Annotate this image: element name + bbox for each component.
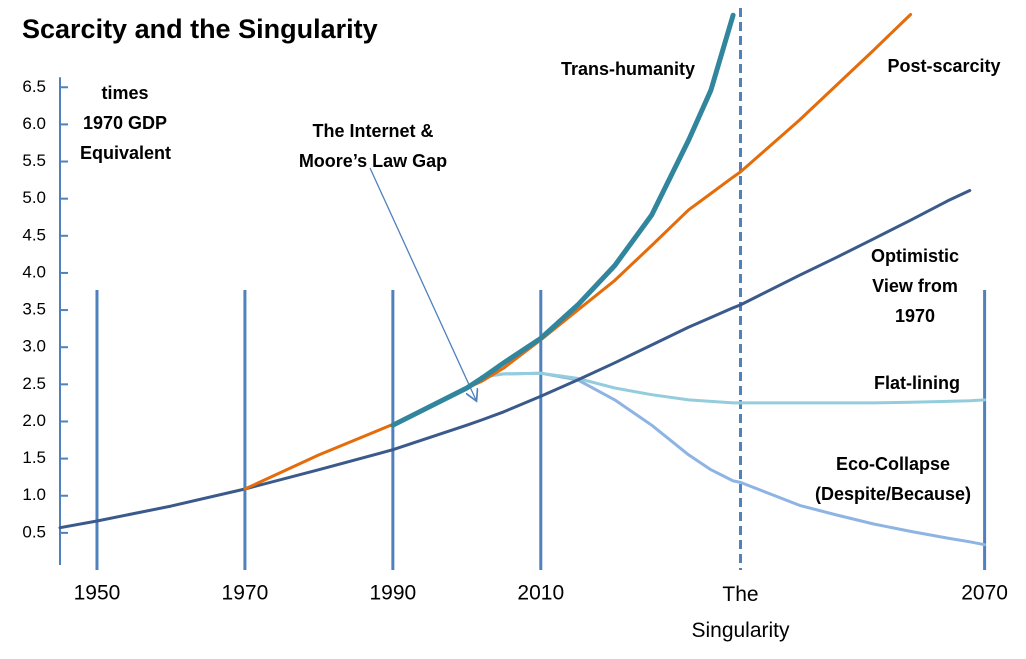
annotation: The Internet & Moore’s Law Gap (298, 121, 448, 171)
x-tick-label: 1970 (222, 582, 269, 605)
y-tick-label: 4.5 (22, 225, 46, 244)
annotation-arrow (369, 167, 476, 400)
series-line (58, 189, 972, 530)
y-tick-label: 3.5 (22, 300, 46, 319)
y-tick-label: 6.0 (22, 114, 46, 133)
chart-title: Scarcity and the Singularity (22, 14, 378, 44)
y-tick-label: 2.5 (22, 374, 46, 393)
y-tick-label: 4.0 (22, 262, 46, 281)
y-tick-label: 5.5 (22, 151, 46, 170)
series-label: Flat-lining (874, 373, 960, 393)
series-line (243, 13, 913, 491)
y-tick-label: 1.5 (22, 448, 46, 467)
y-tick-label: 2.0 (22, 411, 46, 430)
x-tick-label: 2010 (517, 582, 564, 605)
y-tick-label: 3.0 (22, 337, 46, 356)
y-axis-label: times 1970 GDP Equivalent (80, 83, 172, 163)
series-line (480, 371, 987, 405)
series-label: Post-scarcity (887, 56, 1001, 76)
series-label: Eco-Collapse (Despite/Because) (814, 454, 972, 504)
series-label: Trans-humanity (560, 59, 696, 79)
x-tick-label: 1950 (74, 582, 121, 605)
x-tick-label: 2070 (961, 582, 1008, 605)
y-tick-label: 6.5 (22, 77, 46, 96)
y-tick-label: 0.5 (22, 522, 46, 541)
x-tick-label: The Singularity (691, 583, 790, 642)
y-tick-label: 1.0 (22, 485, 46, 504)
x-tick-label: 1990 (369, 582, 416, 605)
y-tick-label: 5.0 (22, 188, 46, 207)
series-label: Optimistic View from 1970 (870, 246, 959, 326)
series-line (390, 12, 736, 428)
